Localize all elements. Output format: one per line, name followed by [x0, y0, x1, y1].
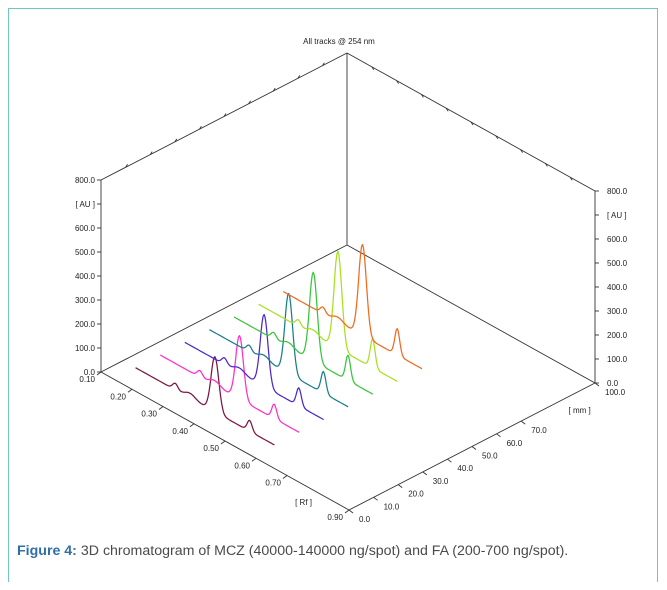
top-edge-tick [199, 125, 202, 130]
top-edge-tick [495, 135, 499, 140]
mm-tick [520, 420, 526, 425]
rf-tick-label: 0.20 [110, 392, 126, 401]
top-edge-tick [272, 87, 276, 92]
z-tick-label-left: 200.0 [75, 320, 96, 329]
rf-tick [251, 457, 257, 462]
mm-tick [373, 496, 378, 501]
rf-tick [344, 509, 350, 514]
rf-tick-label: 0.30 [141, 410, 157, 419]
mm-tick [594, 382, 600, 387]
top-edge-tick [569, 176, 573, 181]
top-edge-tick [149, 151, 153, 155]
z-tick-label-left: 800.0 [75, 176, 96, 185]
mm-tick-label: 60.0 [507, 439, 523, 448]
z-tick-label-right: 600.0 [607, 235, 628, 244]
top-edge-tick [297, 75, 301, 79]
z-tick-label-right: 200.0 [607, 331, 628, 340]
mm-tick [422, 471, 428, 476]
caption-label: Figure 4: [17, 543, 77, 559]
z-tick-label-left: 100.0 [75, 344, 96, 353]
rf-tick [127, 388, 133, 393]
rf-tick-label: 0.10 [79, 375, 95, 384]
mm-tick-label: 20.0 [408, 490, 424, 499]
floor-back-left-edge [100, 244, 348, 373]
top-edge-tick [371, 66, 375, 71]
rf-tick-label: 0.90 [327, 513, 343, 522]
top-edge-tick [421, 94, 424, 98]
chromatogram-track-1 [135, 356, 275, 446]
rf-tick [158, 406, 164, 410]
top-edge-tick [322, 62, 325, 66]
chart-svg: All tracks @ 254 nm 800.0 [ AU ] 600.0 500.… [75, 37, 628, 524]
z-tick-label-right: 300.0 [607, 307, 628, 316]
z-tick-label-right: 400.0 [607, 283, 628, 292]
rf-tick [220, 440, 226, 445]
mm-tick [447, 458, 452, 463]
top-edge-tick [470, 121, 474, 126]
mm-tick-label: 50.0 [482, 452, 498, 461]
chromatogram-track-7 [282, 243, 423, 370]
z-tick-label-left: 600.0 [75, 224, 96, 233]
top-edge-tick [520, 149, 523, 153]
z-tick-label-left: 0.0 [84, 368, 96, 377]
z-tick-label-right: [ AU ] [607, 211, 627, 220]
mm-tick [397, 484, 403, 488]
z-tick-label-left: 300.0 [75, 296, 96, 305]
mm-tick-label: 40.0 [457, 464, 473, 473]
chart-tick-labels: 800.0 [ AU ] 600.0 500.0 400.0 300.0 200.0 100.… [75, 176, 628, 524]
rf-tick-label: 0.70 [265, 479, 281, 488]
top-edge-tick [223, 113, 227, 117]
z-tick-label-left: [ AU ] [75, 200, 95, 209]
z-tick-label-right: 500.0 [607, 259, 628, 268]
rf-tick-label: 0.50 [203, 444, 219, 453]
rf-tick [282, 475, 288, 479]
z-tick-label-left: 500.0 [75, 248, 96, 257]
figure-caption: Figure 4: 3D chromatogram of MCZ (40000-… [17, 541, 647, 562]
chromatogram-track-5 [233, 271, 374, 395]
z-tick-label-right: 100.0 [607, 355, 628, 364]
top-edge-tick [445, 107, 449, 112]
rf-tick [96, 371, 102, 376]
z-tick-label-left: 400.0 [75, 272, 96, 281]
top-edge-tick [396, 80, 399, 84]
mm-tick-label: 70.0 [531, 426, 547, 435]
caption-text: 3D chromatogram of MCZ (40000-140000 ng/… [76, 543, 569, 559]
rf-tick-label: 0.40 [172, 427, 188, 436]
z-tick-label-right: 0.0 [607, 379, 619, 388]
top-edge-tick [248, 100, 251, 105]
chart-traces [135, 243, 423, 446]
mm-axis-title: [ mm ] [569, 406, 591, 415]
mm-tick-label: 10.0 [384, 502, 400, 511]
rf-tick-label: 0.60 [234, 461, 250, 470]
chromatogram-track-4 [209, 292, 349, 408]
chart-3d-chromatogram: All tracks @ 254 nm 800.0 [ AU ] 600.0 500.… [9, 9, 657, 529]
mm-tick-label: 0.0 [359, 515, 371, 524]
top-edge-tick [125, 164, 128, 168]
mm-tick-label: 100.0 [605, 388, 626, 397]
mm-tick [471, 446, 477, 450]
mm-tick [496, 433, 501, 438]
mm-tick-label: 30.0 [433, 477, 449, 486]
z-tick-label-right: 800.0 [607, 187, 628, 196]
mm-tick [348, 509, 354, 514]
floor-back-right-edge [346, 244, 596, 384]
top-edge-tick [174, 138, 178, 143]
rf-tick [189, 423, 195, 428]
top-edge-tick [545, 163, 548, 167]
chromatogram-track-2 [159, 334, 300, 433]
figure-frame [8, 8, 658, 582]
chart-title: All tracks @ 254 nm [303, 37, 375, 46]
chromatogram-track-6 [258, 250, 398, 383]
chart-ticks [96, 62, 600, 514]
chromatogram-track-3 [184, 313, 324, 421]
rf-axis-title: [ Rf ] [295, 498, 312, 507]
